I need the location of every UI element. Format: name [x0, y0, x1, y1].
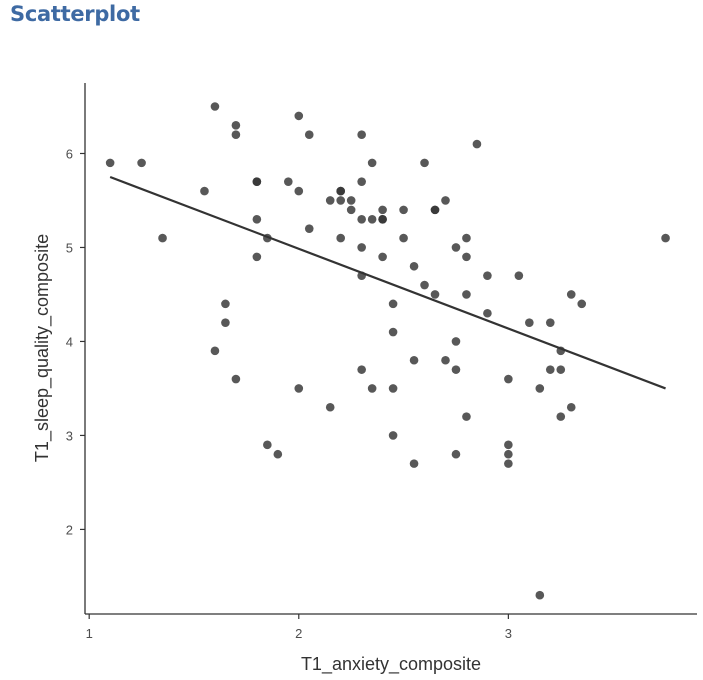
data-point [231, 130, 241, 139]
y-tick-label: 3 [66, 428, 73, 443]
data-point [462, 412, 471, 421]
y-tick-label: 6 [66, 146, 73, 161]
data-point [336, 233, 345, 243]
data-point [462, 252, 471, 262]
data-point [399, 205, 408, 215]
data-point [525, 318, 534, 327]
regression-line-group [109, 175, 666, 390]
data-point [378, 214, 387, 224]
data-point [577, 299, 587, 309]
data-point [483, 271, 492, 280]
data-point [556, 412, 566, 421]
regression-line [109, 175, 666, 390]
data-point [462, 290, 471, 299]
data-point [462, 233, 471, 243]
data-point [430, 290, 440, 299]
data-point [357, 214, 366, 224]
y-tick-label: 5 [66, 240, 73, 255]
data-point [378, 252, 387, 262]
data-point [451, 337, 461, 346]
data-point [210, 346, 220, 356]
data-point [336, 196, 345, 205]
data-point [357, 243, 366, 252]
x-tick-label: 3 [505, 626, 512, 641]
data-point [346, 205, 356, 215]
data-point [388, 431, 398, 440]
data-point [294, 384, 304, 393]
data-point [294, 111, 304, 121]
data-points [105, 102, 670, 600]
axes [84, 83, 697, 615]
data-point [388, 327, 398, 337]
data-point [556, 365, 566, 374]
y-axis-title: T1_sleep_quality_composite [32, 234, 53, 462]
data-point [441, 196, 450, 205]
data-point [325, 196, 335, 205]
data-point [210, 102, 220, 111]
data-point [378, 205, 387, 215]
data-point [483, 308, 492, 318]
data-point [137, 158, 146, 168]
data-point [451, 243, 461, 252]
y-tick-label: 2 [66, 522, 73, 537]
data-point [367, 158, 377, 168]
data-point [441, 355, 450, 365]
data-point [231, 374, 241, 384]
data-point [158, 233, 167, 243]
data-point [304, 224, 314, 233]
data-point [420, 158, 429, 168]
data-point [325, 402, 335, 412]
data-point [252, 252, 262, 262]
data-point [535, 384, 545, 393]
page-title: Scatterplot [10, 2, 140, 26]
y-tick-label: 4 [66, 334, 73, 349]
data-point [221, 318, 230, 327]
data-point [221, 299, 230, 309]
data-point [409, 459, 419, 468]
data-point [409, 355, 419, 365]
x-axis-title: T1_anxiety_composite [301, 654, 481, 675]
data-point [472, 139, 482, 149]
data-point [263, 440, 272, 450]
data-point [388, 384, 398, 393]
data-point [252, 214, 262, 224]
data-point [399, 233, 408, 243]
data-point [252, 177, 262, 186]
data-point [284, 177, 293, 186]
data-point [336, 186, 345, 196]
data-point [566, 402, 576, 412]
data-point [367, 384, 377, 393]
data-point [504, 374, 513, 384]
x-tick-label: 1 [86, 626, 93, 641]
data-point [451, 365, 461, 374]
data-point [545, 318, 555, 327]
data-point [420, 280, 429, 290]
data-point [430, 205, 440, 215]
data-point [231, 120, 241, 130]
data-point [304, 130, 314, 139]
data-point [357, 177, 366, 186]
data-point [357, 130, 366, 139]
data-point [105, 158, 115, 168]
data-point [367, 214, 377, 224]
data-point [294, 186, 304, 196]
data-point [200, 186, 209, 196]
data-point [504, 449, 513, 459]
data-point [388, 299, 398, 309]
data-point [451, 449, 461, 459]
data-point [357, 365, 366, 374]
data-point [504, 440, 513, 450]
ticks: 1 2 3 2 3 4 5 6 [66, 146, 512, 641]
data-point [504, 459, 513, 468]
data-point [661, 233, 670, 243]
data-point [535, 590, 545, 600]
x-tick-label: 2 [295, 626, 302, 641]
data-point [514, 271, 524, 280]
data-point [545, 365, 555, 374]
data-point [409, 261, 419, 271]
data-point [273, 449, 283, 459]
data-point [566, 290, 576, 299]
data-point [346, 196, 356, 205]
